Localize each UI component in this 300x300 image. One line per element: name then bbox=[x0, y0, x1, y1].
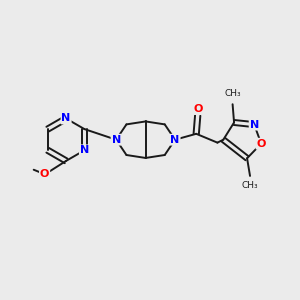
Text: CH₃: CH₃ bbox=[224, 89, 241, 98]
Text: O: O bbox=[40, 169, 49, 179]
Text: N: N bbox=[250, 120, 259, 130]
Text: N: N bbox=[112, 135, 121, 145]
Text: N: N bbox=[61, 113, 71, 124]
Text: O: O bbox=[256, 139, 266, 149]
Text: CH₃: CH₃ bbox=[242, 181, 258, 190]
Text: O: O bbox=[193, 104, 202, 114]
Text: N: N bbox=[170, 135, 180, 145]
Text: N: N bbox=[80, 145, 89, 155]
